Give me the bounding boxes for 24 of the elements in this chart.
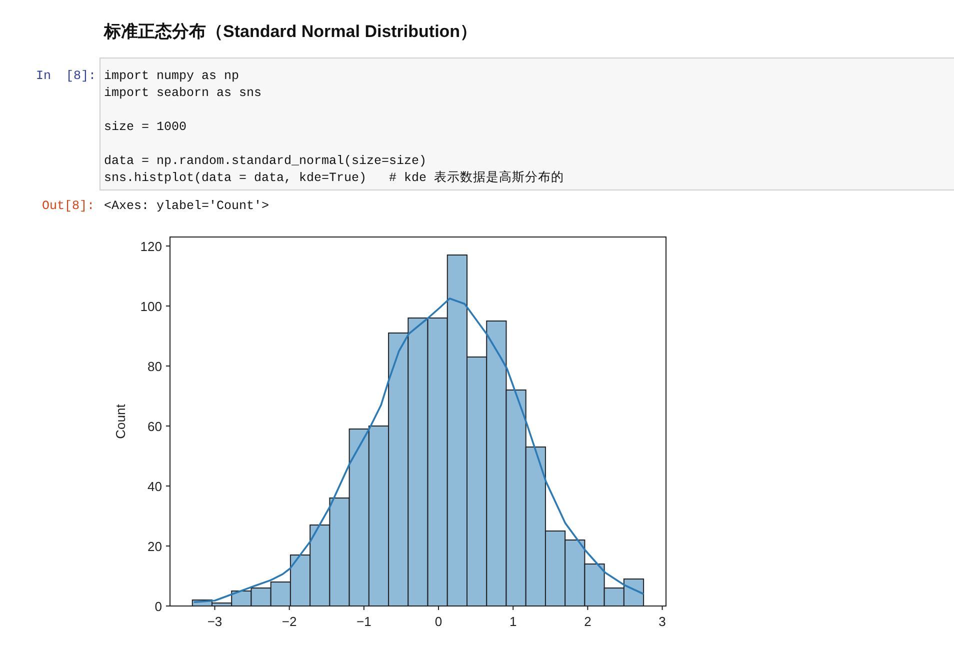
y-tick-label: 0 <box>154 599 162 614</box>
text: import seaborn as sns <box>104 86 262 100</box>
text: data = np.random.standard_normal(size=size) <box>104 154 427 168</box>
x-tick-label: −2 <box>282 614 297 629</box>
x-tick-label: −3 <box>207 614 222 629</box>
y-tick-label: 60 <box>148 419 162 434</box>
y-tick-label: 120 <box>140 239 162 254</box>
text: import numpy as np <box>104 69 240 83</box>
y-axis-title: Count <box>113 404 128 439</box>
x-tick-label: 3 <box>658 614 666 629</box>
y-tick-label: 100 <box>140 299 162 314</box>
x-tick-label: 0 <box>434 614 442 629</box>
y-tick-label: 80 <box>148 359 162 374</box>
x-tick-label: 1 <box>509 614 517 629</box>
text: In [8]: <box>36 69 96 83</box>
text: sns.histplot(data = data, kde=True) # kde 表示数据是高斯分布的 <box>104 169 564 185</box>
text: <Axes: ylabel='Count'> <box>104 199 270 213</box>
y-tick-label: 40 <box>148 479 162 494</box>
x-tick-label: −1 <box>356 614 372 629</box>
y-tick-label: 20 <box>148 539 162 554</box>
text: size = 1000 <box>104 120 187 134</box>
text: Out[8]: <box>42 199 95 213</box>
x-tick-label: 2 <box>584 614 592 629</box>
chart-title: 标准正态分布（Standard Normal Distribution） <box>103 22 478 41</box>
